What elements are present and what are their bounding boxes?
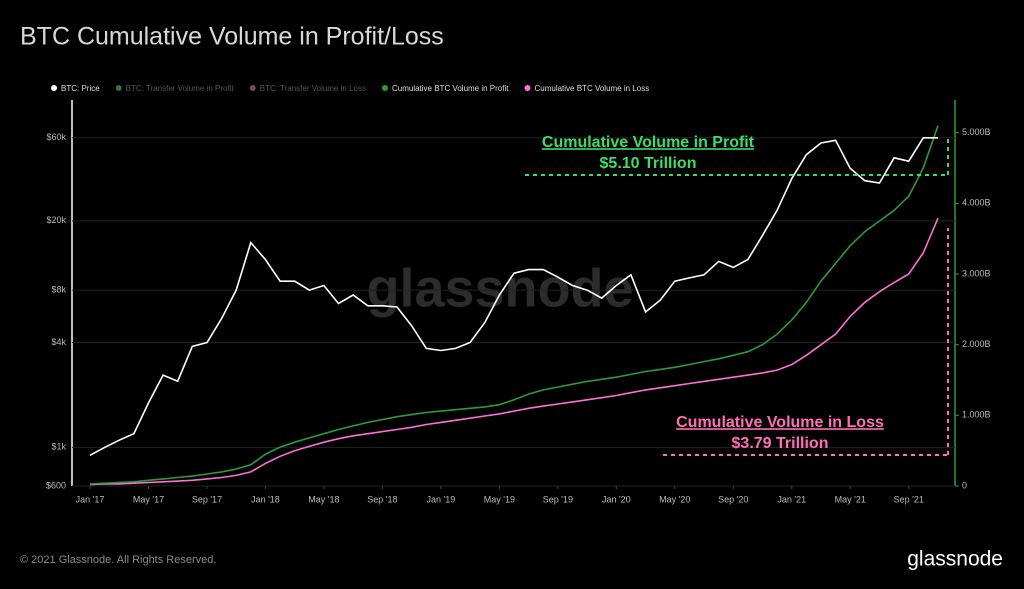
- legend-marker: [249, 85, 256, 91]
- x-tick-label: May '17: [133, 494, 164, 504]
- legend-marker: [115, 85, 122, 91]
- legend-label: BTC: Transfer Volume in Profit: [126, 84, 235, 93]
- y-tick-label: $60k: [46, 132, 66, 142]
- x-tick-label: Sep '18: [367, 494, 397, 504]
- x-tick-label: Sep '20: [718, 494, 748, 504]
- x-tick-label: Sep '21: [894, 494, 924, 504]
- legend-marker: [51, 85, 57, 91]
- copyright: © 2021 Glassnode. All Rights Reserved.: [20, 554, 216, 566]
- legend-label: BTC: Price: [61, 84, 100, 93]
- y-tick-label: $1k: [51, 442, 66, 452]
- legend-marker: [524, 85, 531, 91]
- annotation-value: $3.79 Trillion: [732, 435, 829, 452]
- x-tick-label: Jan '18: [251, 494, 280, 504]
- y2-tick-label: 1.000B: [962, 410, 991, 420]
- annotation-title: Cumulative Volume in Profit: [542, 134, 755, 151]
- watermark: glassnode: [366, 258, 633, 318]
- y2-tick-label: 4.000B: [962, 198, 991, 208]
- y2-tick-label: 2.000B: [962, 339, 991, 349]
- x-tick-label: May '19: [484, 494, 515, 504]
- x-tick-label: Jan '21: [777, 494, 806, 504]
- x-tick-label: Jan '20: [602, 494, 631, 504]
- legend-marker: [381, 85, 388, 91]
- x-tick-label: May '21: [835, 494, 866, 504]
- logo: glassnode: [907, 548, 1003, 571]
- annotation-title: Cumulative Volume in Loss: [676, 414, 884, 431]
- y-tick-label: $4k: [51, 337, 66, 347]
- legend-label: BTC: Transfer Volume in Loss: [260, 84, 366, 93]
- plot: $600 $1k $4k $8k $20k $60k 0 1.000B 2.000B 3.000B…: [46, 125, 991, 504]
- y2-tick-label: 5.000B: [962, 127, 991, 137]
- y-tick-label: $20k: [46, 215, 66, 225]
- chart-title: BTC Cumulative Volume in Profit/Loss: [20, 23, 444, 51]
- y2-tick-label: 0: [962, 480, 967, 490]
- legend-label: Cumulative BTC Volume in Profit: [392, 84, 509, 93]
- x-tick-label: Jan '17: [76, 494, 105, 504]
- x-tick-label: Sep '17: [192, 494, 222, 504]
- legend-label: Cumulative BTC Volume in Loss: [534, 84, 649, 93]
- y2-tick-label: 3.000B: [962, 268, 991, 278]
- y-tick-label: $600: [46, 480, 66, 490]
- y-tick-label: $8k: [51, 284, 66, 294]
- series-line: [89, 125, 939, 485]
- x-tick-label: May '20: [659, 494, 690, 504]
- x-tick-label: May '18: [308, 494, 339, 504]
- series-line: [89, 217, 939, 486]
- series-line: [89, 137, 938, 457]
- x-tick-label: Sep '19: [543, 494, 573, 504]
- annotation-value: $5.10 Trillion: [600, 155, 697, 172]
- x-tick-label: Jan '19: [427, 494, 456, 504]
